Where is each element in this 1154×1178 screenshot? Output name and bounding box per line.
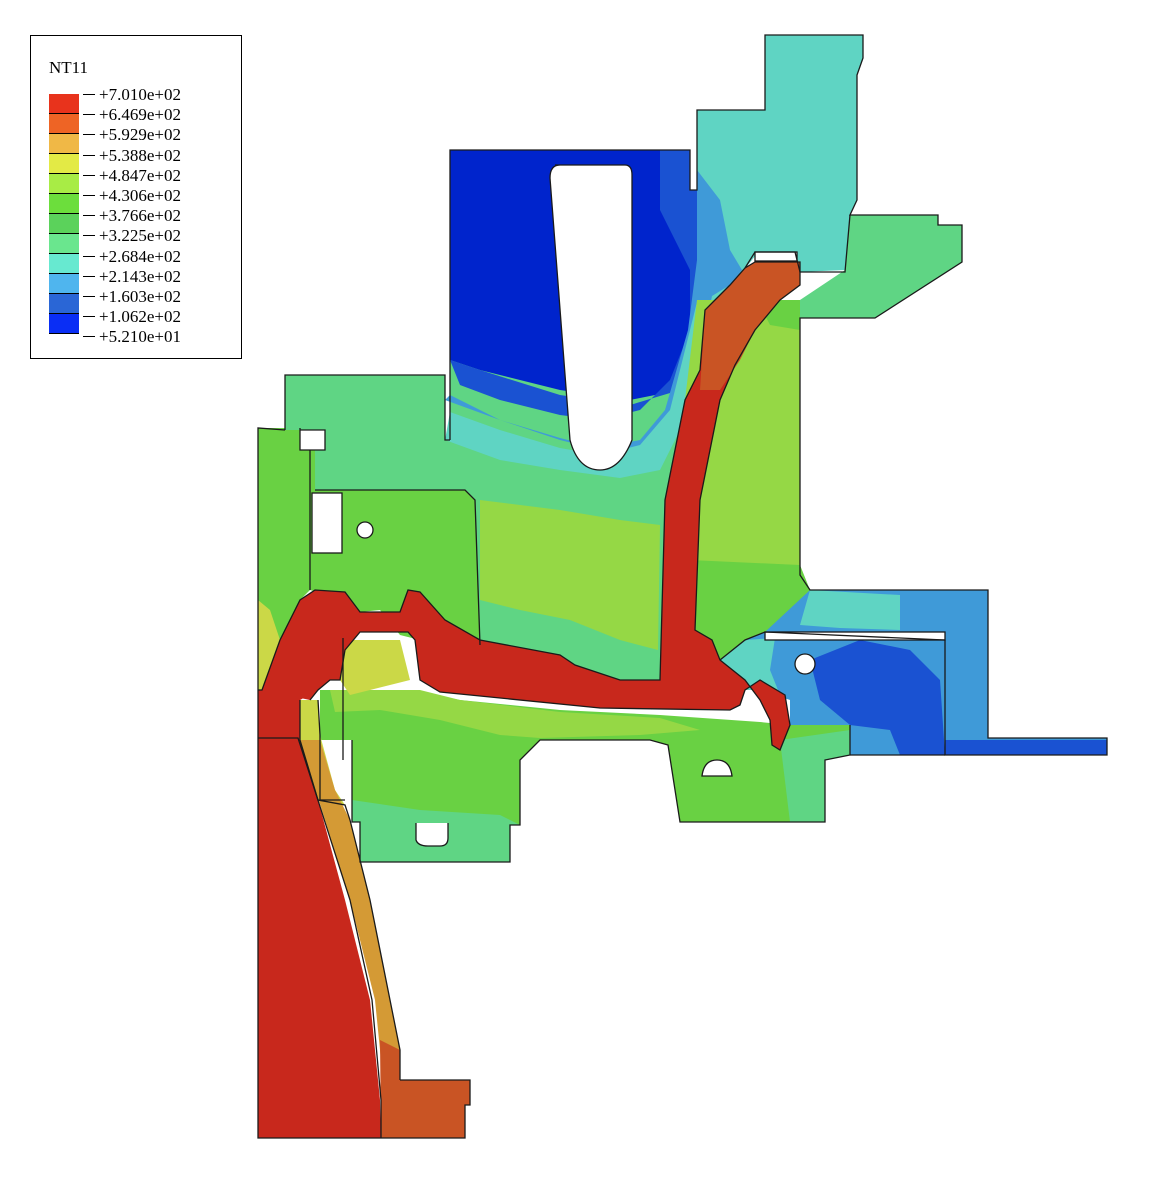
half-hole-right bbox=[702, 760, 732, 776]
legend-swatch bbox=[49, 294, 79, 314]
region-lime-mid bbox=[480, 500, 660, 650]
region-yellow-inner bbox=[340, 640, 410, 695]
legend-label: +7.010e+02 bbox=[83, 86, 181, 106]
region-right-wing-teal bbox=[800, 590, 900, 630]
region-right-block-green bbox=[740, 300, 800, 330]
legend-swatch bbox=[49, 234, 79, 254]
half-hole-left bbox=[416, 823, 448, 846]
region-left-orange-strip bbox=[300, 740, 400, 1080]
region-hot-arm bbox=[262, 262, 800, 750]
region-lower-right-mint bbox=[780, 730, 850, 822]
legend-swatch bbox=[49, 214, 79, 234]
legend-swatch bbox=[49, 194, 79, 214]
legend-swatch bbox=[49, 274, 79, 294]
left-slot-cutout bbox=[312, 493, 342, 553]
region-tower-sky bbox=[697, 170, 742, 330]
region-left-hot bbox=[258, 690, 381, 1138]
region-right-tower bbox=[697, 35, 863, 290]
legend-label: +3.766e+02 bbox=[83, 207, 181, 227]
legend-label: +5.388e+02 bbox=[83, 146, 181, 167]
region-lower-lime bbox=[330, 690, 700, 738]
legend-label: +3.225e+02 bbox=[83, 227, 181, 247]
pocket-cutout bbox=[550, 165, 632, 470]
legend-label: +1.062e+02 bbox=[83, 308, 181, 328]
left-hole bbox=[357, 522, 373, 538]
legend-label: +4.847e+02 bbox=[83, 167, 181, 187]
legend-label: +5.210e+01 bbox=[83, 328, 181, 348]
legend-label: +2.684e+02 bbox=[83, 247, 181, 268]
legend-swatch bbox=[49, 254, 79, 274]
legend-swatch bbox=[49, 154, 79, 174]
legend-color-bar bbox=[49, 94, 79, 334]
legend-label: +5.929e+02 bbox=[83, 126, 181, 146]
top-notch-cutout bbox=[755, 252, 797, 261]
legend-label: +1.603e+02 bbox=[83, 288, 181, 308]
legend-swatch bbox=[49, 314, 79, 334]
legend-label: +4.306e+02 bbox=[83, 187, 181, 207]
legend-swatch bbox=[49, 174, 79, 194]
legend-swatch bbox=[49, 134, 79, 154]
region-right-wing bbox=[765, 590, 1107, 755]
region-inner-box-blue bbox=[810, 640, 945, 755]
legend-swatch bbox=[49, 114, 79, 134]
region-blue-gradient bbox=[450, 150, 715, 420]
legend-swatch bbox=[49, 94, 79, 114]
legend: NT11 +7.010e+02 +6.469e+02 +5.929e+02 +5.38… bbox=[30, 35, 242, 359]
region-right-wing-blue bbox=[945, 740, 1107, 755]
legend-title: NT11 bbox=[49, 58, 89, 77]
legend-label: +6.469e+02 bbox=[83, 106, 181, 126]
region-green-core bbox=[310, 490, 480, 645]
region-warm-stem bbox=[700, 262, 800, 390]
legend-labels: +7.010e+02 +6.469e+02 +5.929e+02 +5.388e+02… bbox=[83, 86, 181, 348]
outlines bbox=[257, 34, 1108, 1139]
legend-label: +2.143e+02 bbox=[83, 268, 181, 288]
region-bottom-warm bbox=[380, 1040, 470, 1138]
region-yellow-left bbox=[258, 600, 280, 690]
right-hole bbox=[795, 654, 815, 674]
contour-regions bbox=[258, 35, 1107, 1138]
region-right-shelf bbox=[800, 215, 962, 318]
region-right-lower-green bbox=[665, 560, 880, 660]
